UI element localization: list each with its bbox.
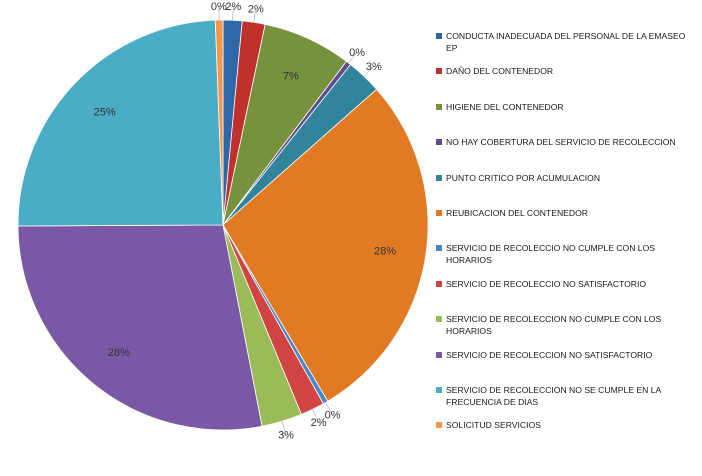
data-label-8: 2% [311,417,327,429]
legend-item-4: NO HAY COBERTURA DEL SERVICIO DE RECOLEC… [436,136,698,171]
data-label-10: 28% [108,347,130,359]
legend-item-7: SERVICIO DE RECOLECCIO NO CUMPLE CON LOS… [436,242,698,277]
legend-item-2: DAÑO DEL CONTENEDOR [436,65,698,100]
legend-item-9: SERVICIO DE RECOLECCION NO CUMPLE CON LO… [436,313,698,348]
legend-label: SOLICITUD SERVICIOS [446,420,541,431]
legend-label: DAÑO DEL CONTENEDOR [446,66,554,77]
legend-item-10: SERVICIO DE RECOLECCION NO SATISFACTORIO [436,349,698,384]
pie-slice-11 [17,19,224,227]
leader-line-5 [363,66,374,77]
legend-swatch [436,174,442,181]
data-label-9: 3% [278,430,294,442]
legend-label: NO HAY COBERTURA DEL SERVICIO DE RECOLEC… [446,137,676,148]
legend-item-12: SOLICITUD SERVICIOS [436,419,698,454]
legend-item-5: PUNTO CRITICO POR ACUMULACION [436,172,698,207]
legend-label: HIGIENE DEL CONTENEDOR [446,101,564,112]
legend-label: SERVICIO DE RECOLECCION NO SATISFACTORIO [446,349,653,360]
legend-swatch [436,103,442,110]
pie-slice-6 [222,88,429,402]
legend-label: SERVICIO DE RECOLECCIO NO CUMPLE CON LOS… [446,243,655,266]
leader-line-7 [325,402,333,415]
legend-swatch [436,316,442,323]
leader-line-1 [232,6,234,21]
legend-swatch [436,209,442,216]
pie-slice-10 [17,224,263,431]
legend-swatch [436,351,442,358]
legend-label: REUBICACION DEL CONTENEDOR [446,207,588,218]
leader-lines [218,6,374,435]
leader-line-4 [348,51,358,64]
data-label-1: 2% [225,1,241,13]
legend-swatch [436,280,442,287]
chart-legend: CONDUCTA INADECUADA DEL PERSONAL DE LA E… [436,30,698,455]
pie-chart: 2% 2%7%0%3%28%0%2%3%28%25%0% [17,1,429,442]
legend-swatch [436,245,442,252]
leader-line-2 [253,8,257,23]
legend-label: SERVICIO DE RECOLECCION NO CUMPLE CON LO… [446,314,662,337]
legend-swatch [436,139,442,146]
data-label-2: 2% [248,3,264,15]
legend-swatch [436,422,442,429]
legend-item-8: SERVICIO DE RECOLECCIO NO SATISFACTORIO [436,278,698,313]
pie-data-labels: 2% 2%7%0%3%28%0%2%3%28%25%0% [94,1,397,442]
legend-label: SERVICIO DE RECOLECCIO NO SATISFACTORIO [446,278,647,289]
data-label-4: 0% [349,47,365,59]
pie-slice-12 [214,19,224,226]
legend-item-6: REUBICACION DEL CONTENEDOR [436,207,698,242]
legend-label: CONDUCTA INADECUADA DEL PERSONAL DE LA E… [446,31,686,53]
data-label-12: 0% [211,1,227,13]
data-label-7: 0% [325,410,341,422]
legend-swatch [436,386,442,393]
legend-swatch [436,33,442,39]
data-label-6: 28% [374,245,396,257]
pie-slices [17,19,429,431]
legend-item-11: SERVICIO DE RECOLECCION NO SE CUMPLE EN … [436,384,698,419]
data-label-11: 25% [94,107,116,119]
data-label-5: 3% [366,61,382,73]
legend-item-1: CONDUCTA INADECUADA DEL PERSONAL DE LA E… [436,30,698,65]
legend-swatch [436,68,442,75]
legend-item-3: HIGIENE DEL CONTENEDOR [436,101,698,136]
leader-line-8 [312,409,319,423]
leader-line-9 [281,421,287,435]
data-label-3: 7% [283,71,299,83]
legend-label: PUNTO CRITICO POR ACUMULACION [446,172,601,183]
legend-label: SERVICIO DE RECOLECCION NO SE CUMPLE EN … [446,384,661,407]
